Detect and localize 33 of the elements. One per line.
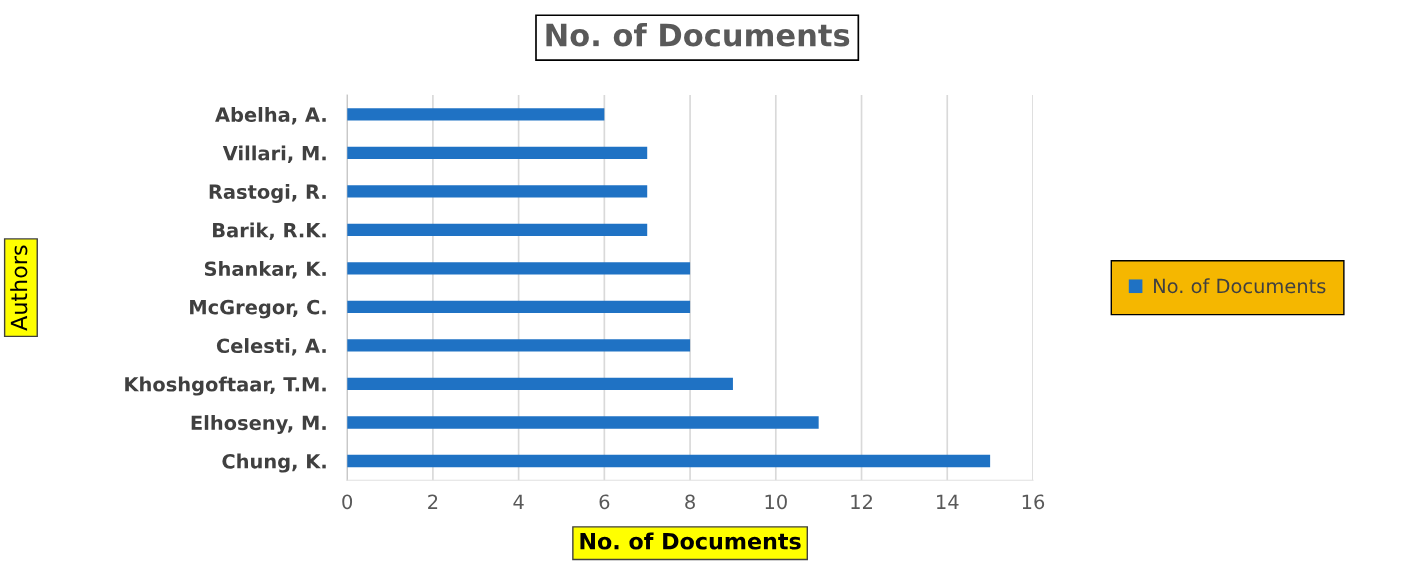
y-tick-label: Villari, M. xyxy=(222,145,326,164)
bar xyxy=(347,339,691,352)
x-tick-label: 14 xyxy=(937,494,959,509)
bar xyxy=(347,146,648,160)
x-tick-label: 12 xyxy=(851,494,872,509)
legend-label: No. of Documents xyxy=(1154,278,1326,294)
x-tick-label: 8 xyxy=(685,494,695,510)
y-tick-label: Elhoseny, M. xyxy=(191,415,326,435)
y-tick-label: Barik, R.K. xyxy=(213,222,326,241)
x-tick-label: 4 xyxy=(513,494,524,509)
x-tick-label: 16 xyxy=(1022,494,1045,510)
x-axis-title: No. of Documents xyxy=(580,532,801,550)
bar xyxy=(347,300,691,314)
y-tick-label: McGregor, C. xyxy=(190,299,326,319)
x-tick-label: 2 xyxy=(428,494,438,509)
y-tick-label: Abelha, A. xyxy=(215,106,326,125)
y-tick-label: Shankar, K. xyxy=(204,261,326,279)
chart-title: No. of Documents xyxy=(546,22,850,47)
bar xyxy=(347,377,733,391)
bar xyxy=(347,454,991,468)
bar xyxy=(347,262,691,275)
bar xyxy=(347,185,648,198)
bar xyxy=(347,223,648,237)
y-tick-label: Celesti, A. xyxy=(216,338,326,356)
y-axis-title: Authors xyxy=(10,245,28,331)
x-tick-label: 6 xyxy=(599,494,610,510)
x-tick-label: 10 xyxy=(765,494,787,510)
y-tick-label: Chung, K. xyxy=(222,453,326,473)
bar xyxy=(347,108,605,121)
bar xyxy=(347,416,819,429)
y-tick-label: Khoshgoftaar, T.M. xyxy=(125,376,326,396)
x-tick-label: 0 xyxy=(342,494,353,510)
y-tick-label: Rastogi, R. xyxy=(209,184,326,203)
